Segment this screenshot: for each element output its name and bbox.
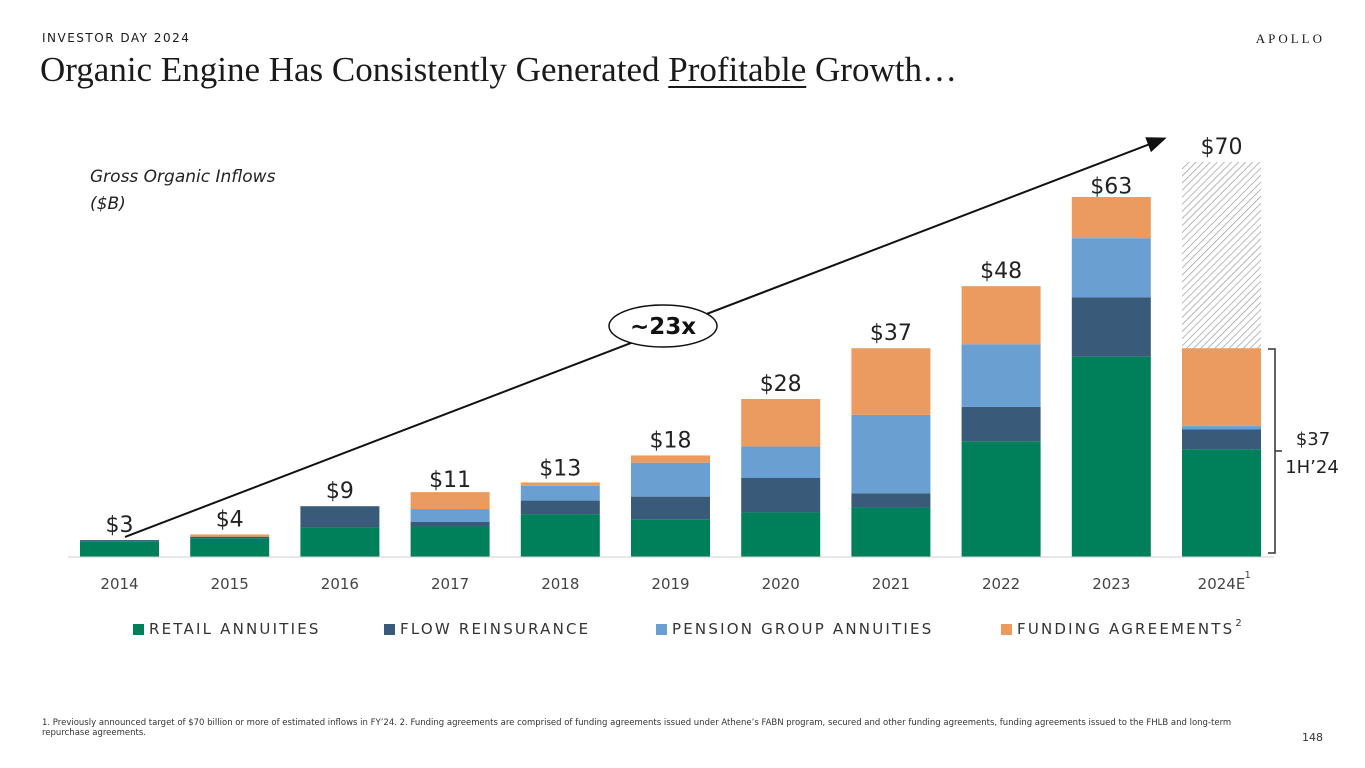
bar-total-label: $13 xyxy=(539,457,581,482)
bar-segment-2019-3 xyxy=(631,455,710,463)
title-part2: Growth… xyxy=(806,50,957,89)
bar-total-label: $4 xyxy=(216,507,244,532)
bar-segment-2020-1 xyxy=(741,478,821,513)
x-tick-label: 2016 xyxy=(321,575,359,593)
bar-segment-2015-3 xyxy=(190,534,270,537)
bar-total-label: $28 xyxy=(760,372,802,397)
bar-segment-2017-2 xyxy=(410,509,490,523)
bar-segment-2018-2 xyxy=(520,485,600,501)
x-tick-label: 2022 xyxy=(982,575,1020,593)
bar-segment-2024E-3 xyxy=(1182,348,1261,427)
legend-footnote-ref: 2 xyxy=(1235,617,1242,629)
bar-total-label: $11 xyxy=(429,468,471,493)
legend-flow-reinsurance: FLOW REINSURANCE xyxy=(384,620,590,638)
eyebrow: INVESTOR DAY 2024 xyxy=(42,31,191,45)
bar-segment-2019-1 xyxy=(631,496,710,520)
bar-segment-2024E-1 xyxy=(1182,429,1261,450)
bar-segment-2021-3 xyxy=(851,348,931,415)
bar-segment-2021-2 xyxy=(851,414,931,494)
bar-segment-2017-0 xyxy=(410,526,490,557)
bar-total-label: $70 xyxy=(1201,135,1243,160)
chart-subtitle-line1: Gross Organic Inflows xyxy=(90,167,276,187)
x-tick-label: 2014 xyxy=(100,575,138,593)
page-number: 148 xyxy=(1302,731,1323,744)
bar-total-label: $48 xyxy=(980,259,1022,284)
legend-retail-annuities: RETAIL ANNUITIES xyxy=(133,620,321,638)
x-tick-label: 2020 xyxy=(762,575,800,593)
legend-label-retail: RETAIL ANNUITIES xyxy=(149,620,321,638)
bar-segment-2015-0 xyxy=(190,538,270,557)
legend-pension-group-annuities: PENSION GROUP ANNUITIES xyxy=(656,620,933,638)
x-tick-label: 2021 xyxy=(872,575,910,593)
legend-swatch-funding xyxy=(1001,623,1012,635)
bar-segment-2019-2 xyxy=(631,462,710,497)
bar-segment-2023-0 xyxy=(1071,356,1151,557)
x-tick-label: 2017 xyxy=(431,575,469,593)
bar-segment-2018-1 xyxy=(520,500,600,515)
bar-segment-2024E-0 xyxy=(1182,449,1261,557)
bar-segment-2023-3 xyxy=(1071,196,1151,239)
bar-segment-2018-0 xyxy=(520,514,600,557)
bar-segment-2022-3 xyxy=(961,286,1041,345)
bar-total-label: $63 xyxy=(1090,175,1132,200)
multiplier-ellipse xyxy=(608,304,718,348)
legend-swatch-flow xyxy=(384,623,395,635)
legend-label-pension: PENSION GROUP ANNUITIES xyxy=(672,620,934,638)
page-title: Organic Engine Has Consistently Generate… xyxy=(40,50,957,90)
bar-total-label: $37 xyxy=(870,321,912,346)
apollo-logo: APOLLO xyxy=(1255,31,1325,46)
title-part1: Organic Engine Has Consistently Generate… xyxy=(40,50,669,89)
bar-segment-2023-2 xyxy=(1071,238,1151,298)
bar-segment-2022-1 xyxy=(961,406,1041,442)
bar-segment-2023-1 xyxy=(1071,297,1151,357)
legend-swatch-retail xyxy=(133,623,144,635)
bar-segment-2016-0 xyxy=(300,527,380,557)
bracket-value: $37 xyxy=(1296,429,1330,450)
bar-segment-2017-3 xyxy=(410,492,490,510)
bar-segment-2022-0 xyxy=(961,441,1041,557)
bar-segment-2024E-2 xyxy=(1182,426,1261,430)
bar-segment-2021-1 xyxy=(851,493,931,508)
x-tick-footnote: 1 xyxy=(1245,570,1251,581)
multiplier-label: ~23x xyxy=(630,314,696,340)
bar-total-label: $18 xyxy=(650,428,692,453)
bar-segment-2014-1 xyxy=(80,540,159,542)
x-tick-label: 2018 xyxy=(541,575,579,593)
legend-label-flow: FLOW REINSURANCE xyxy=(400,620,591,638)
bar-segment-2019-0 xyxy=(631,519,710,557)
bar-segment-2020-0 xyxy=(741,512,821,557)
bar-segment-2014-0 xyxy=(80,541,159,557)
title-underlined: Profitable xyxy=(668,50,807,89)
inflows-chart: Gross Organic Inflows ($B) $32014$42015$… xyxy=(68,135,1339,593)
bracket-period: 1H’24 xyxy=(1285,457,1339,478)
bar-total-label: $3 xyxy=(106,513,134,538)
footnote: 1. Previously announced target of $70 bi… xyxy=(42,718,1232,738)
bar-segment-2017-1 xyxy=(410,522,490,527)
bars-group: $3 2014 $4 2015 $9 2016 $11 2017 $13 2018 $18 2019 $… xyxy=(80,135,1261,593)
legend-label-funding: FUNDING AGREEMENTS xyxy=(1017,620,1235,638)
bar-total-label: $9 xyxy=(326,479,354,504)
x-tick-label: 2024E xyxy=(1198,575,1246,593)
legend-swatch-pension xyxy=(656,623,667,635)
half-year-bracket xyxy=(1268,348,1282,554)
x-tick-label: 2023 xyxy=(1092,575,1130,593)
bar-segment-2022-2 xyxy=(961,344,1041,407)
chart-subtitle-line2: ($B) xyxy=(90,194,126,214)
bar-segment-2016-1 xyxy=(300,506,380,528)
legend-funding-agreements: FUNDING AGREEMENTS 2 xyxy=(1001,617,1242,638)
bar-segment-2015-1 xyxy=(190,536,270,539)
bar-segment-2021-0 xyxy=(851,507,931,557)
bar-segment-2018-3 xyxy=(520,482,600,486)
chart-legend: RETAIL ANNUITIES FLOW REINSURANCE PENSIO… xyxy=(0,617,1365,644)
x-tick-label: 2019 xyxy=(651,575,689,593)
bar-segment-2020-3 xyxy=(741,399,821,447)
bar-segment-2020-2 xyxy=(741,446,821,478)
x-tick-label: 2015 xyxy=(211,575,249,593)
